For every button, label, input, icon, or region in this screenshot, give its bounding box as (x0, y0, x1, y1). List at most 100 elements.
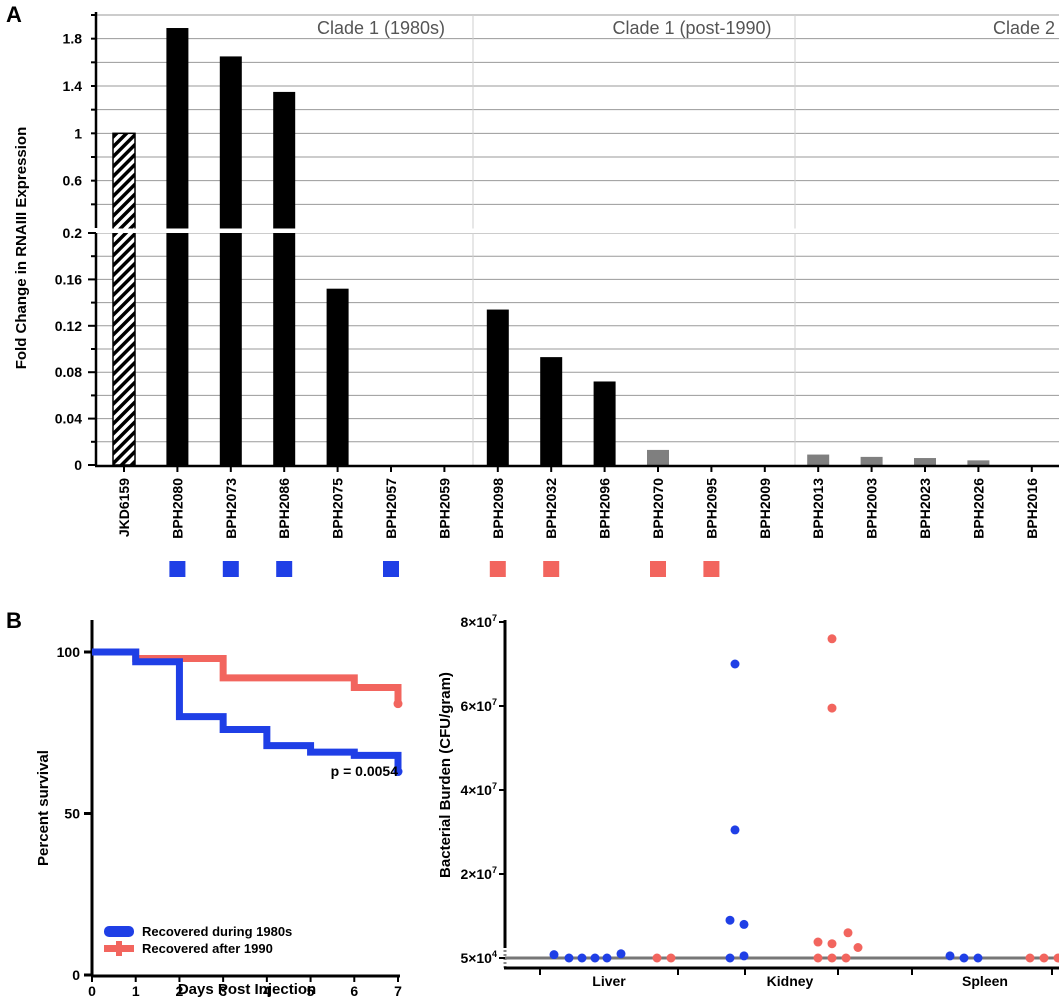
data-point-post1990 (827, 703, 837, 713)
category-label: BPH2009 (757, 478, 773, 539)
axis-break (90, 228, 1059, 233)
x-tick-label: 3 (219, 983, 227, 999)
category-label: BPH2080 (169, 478, 185, 539)
legend: Recovered during 1980s Recovered after 1… (104, 924, 292, 956)
clade-marker-BPH2086 (276, 561, 293, 577)
legend-label-post1990: Recovered after 1990 (142, 941, 273, 956)
data-point-clade1980s (590, 953, 600, 963)
category-label: BPH2057 (383, 478, 399, 539)
x-tick-label: 1 (132, 983, 140, 999)
data-point-post1990 (813, 953, 823, 963)
data-point-post1990 (827, 953, 837, 963)
data-point-clade1980s (739, 919, 749, 929)
data-point-post1990 (853, 943, 863, 952)
category-label: BPH2026 (970, 478, 986, 539)
data-point-post1990 (841, 953, 851, 963)
data-point-clade1980s (577, 953, 587, 963)
data-point-clade1980s (549, 950, 559, 960)
category-label: BPH2070 (650, 478, 666, 539)
bar-BPH2086 (273, 91, 296, 466)
p-value-annotation: p = 0.0054 (331, 763, 399, 779)
clade-marker-BPH2057 (383, 561, 399, 577)
bar-BPH2075 (326, 288, 349, 465)
legend-label-1980s: Recovered during 1980s (142, 924, 292, 939)
x-tick-label: 5 (307, 983, 315, 999)
bar-JKD6159 (112, 132, 136, 466)
data-point-post1990 (843, 928, 853, 938)
y-tick-label: 0 (72, 967, 80, 983)
category-label: BPH2003 (864, 478, 880, 539)
y-tick-label: 1 (74, 125, 82, 141)
y-tick-label: 0.16 (55, 271, 82, 287)
data-point-post1990 (827, 634, 837, 644)
clade-marker-BPH2080 (169, 561, 186, 577)
data-point-clade1980s (725, 953, 735, 963)
x-tick-label: 6 (350, 983, 358, 999)
bar-BPH2032 (540, 357, 563, 465)
data-point-post1990 (666, 953, 676, 963)
legend-swatch-post1990-cap (116, 941, 122, 956)
bar-BPH2003 (860, 456, 883, 465)
y-axis-title: Fold Change in RNAIII Expression (13, 127, 30, 370)
category-label: JKD6159 (116, 478, 132, 537)
burden-axes: 5×104 2×107 4×107 6×107 8×107 Liver Kidney Sple… (460, 613, 1059, 989)
y-tick-label: 0 (74, 457, 82, 473)
category-label: BPH2073 (223, 478, 239, 539)
clade-marker-BPH2032 (543, 561, 560, 577)
clade-marker-BPH2073 (222, 561, 239, 577)
survival-endpoint-post1990 (393, 699, 403, 709)
category-label: BPH2013 (810, 478, 826, 539)
bar-BPH2023 (914, 458, 936, 465)
clade-marker-BPH2095 (703, 561, 720, 577)
survival-axes: 0 50 100 0 1 2 3 4 5 6 7 (57, 620, 402, 999)
category-label: BPH2098 (490, 478, 506, 539)
data-point-clade1980s (564, 953, 574, 963)
y-tick-label: 100 (57, 644, 81, 660)
survival-chart: 0 50 100 0 1 2 3 4 5 6 7 p = 0.0054 Percent surviv… (35, 620, 403, 999)
y-tick-label: 0.04 (55, 411, 82, 427)
x-tick-label: 4 (263, 983, 271, 999)
data-point-post1990 (813, 937, 823, 947)
data-point-clade1980s (725, 915, 735, 925)
x-tick-label: 0 (88, 983, 96, 999)
data-point-post1990 (652, 953, 662, 963)
bar-BPH2073 (219, 56, 242, 466)
bars (90, 28, 1059, 466)
y-tick-label: 4×107 (460, 781, 497, 798)
data-point-clade1980s (616, 949, 626, 959)
y-tick-label: 0.08 (55, 364, 82, 380)
bar-BPH2080 (166, 28, 189, 466)
bar-BPH2098 (486, 309, 509, 465)
survival-endpoint-clade1980s (393, 767, 403, 777)
y-tick-label: 0.12 (55, 318, 82, 334)
y-tick-label: 8×107 (460, 613, 497, 630)
bacterial-burden-chart: 5×104 2×107 4×107 6×107 8×107 Liver Kidney Sple… (437, 613, 1059, 989)
survival-curves (92, 648, 403, 777)
burden-y-title: Bacterial Burden (CFU/gram) (437, 672, 454, 878)
data-point-clade1980s (730, 659, 740, 669)
y-tick-label: 1.8 (63, 31, 83, 47)
survival-curve-clade1980s (92, 648, 402, 772)
data-point-post1990 (1039, 953, 1049, 963)
clade-label: Clade 1 (post-1990) (612, 18, 771, 38)
data-point-post1990 (827, 939, 837, 949)
category-label: BPH2059 (436, 478, 452, 539)
y-axis: 0 0.04 0.08 0.12 0.16 0.2 0.6 1 1.4 1.8 (55, 12, 1059, 473)
burden-points (549, 634, 1059, 963)
data-point-post1990 (1025, 953, 1035, 963)
x-category-label: Liver (592, 973, 626, 989)
legend-swatch-1980s (104, 926, 134, 937)
x-tick-label: 2 (176, 983, 184, 999)
data-point-clade1980s (739, 951, 749, 961)
y-tick-label: 0.2 (63, 225, 83, 241)
survival-y-title: Percent survival (35, 750, 52, 866)
clade-labels: Clade 1 (1980s) Clade 1 (post-1990) Clade … (317, 18, 1055, 38)
y-tick-label: 50 (64, 806, 80, 822)
category-label: BPH2032 (543, 478, 559, 539)
x-category-label: Spleen (962, 973, 1008, 989)
clade-marker-BPH2070 (650, 561, 666, 577)
y-tick-label: 6×107 (460, 697, 497, 714)
rnaiii-bar-chart: Clade 1 (1980s) Clade 1 (post-1990) Clade … (13, 12, 1059, 577)
x-category-label: Kidney (767, 973, 814, 989)
